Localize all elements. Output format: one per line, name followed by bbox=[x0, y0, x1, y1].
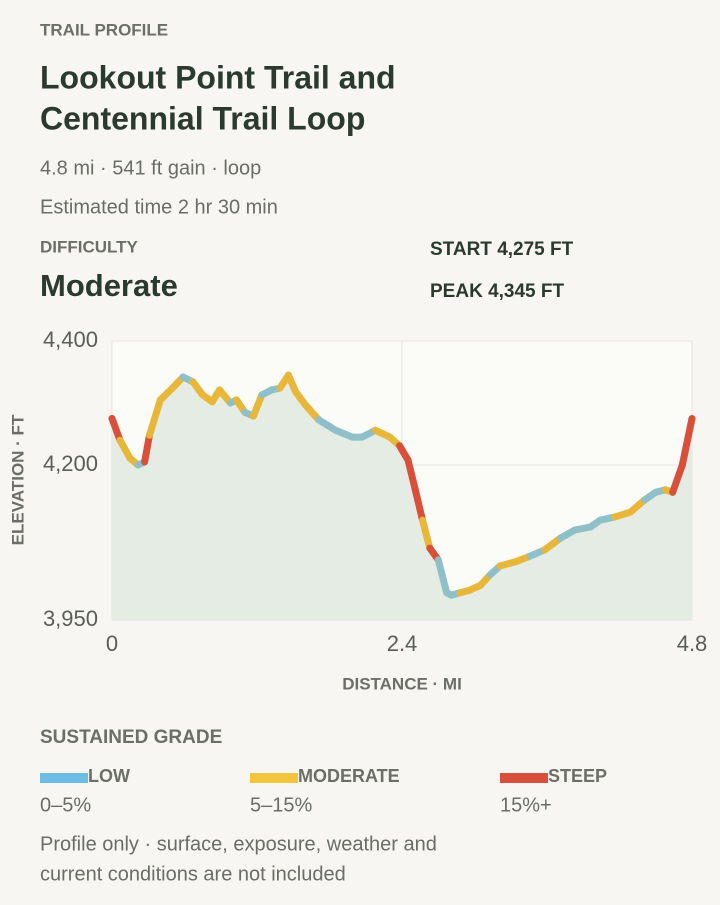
x-tick-label: 2.4 bbox=[387, 631, 418, 656]
time: Estimated time 2 hr 30 min bbox=[40, 196, 278, 218]
x-tick-label: 0 bbox=[106, 631, 118, 656]
x-tick-label: 4.8 bbox=[677, 631, 708, 656]
legend-label: STEEP bbox=[548, 766, 607, 786]
difficulty-label: DIFFICULTY bbox=[40, 237, 139, 256]
grade-segment bbox=[678, 415, 696, 469]
legend-range: 5–15% bbox=[250, 794, 312, 816]
legend-range: 0–5% bbox=[40, 794, 91, 816]
y-tick-label: 3,950 bbox=[43, 606, 98, 631]
legend-swatch bbox=[40, 773, 88, 783]
difficulty: Moderate bbox=[40, 268, 178, 303]
y-tick-label: 4,400 bbox=[43, 327, 98, 352]
elevation-area bbox=[112, 375, 692, 620]
grade-segment bbox=[249, 391, 266, 420]
grade-segment bbox=[411, 486, 427, 524]
peak: PEAK 4,345 FT bbox=[430, 281, 564, 302]
start: START 4,275 FT bbox=[430, 239, 574, 260]
grade-segment bbox=[419, 516, 434, 552]
footnote: current conditions are not included bbox=[40, 863, 346, 885]
legend-label: LOW bbox=[88, 766, 130, 786]
grade-segment bbox=[434, 556, 451, 597]
summary: 4.8 mi · 541 ft gain · loop bbox=[40, 157, 261, 179]
legend-title: SUSTAINED GRADE bbox=[40, 727, 222, 748]
legend-swatch bbox=[500, 773, 548, 783]
legend-range: 15%+ bbox=[500, 794, 552, 816]
grade-segment bbox=[669, 461, 686, 496]
y-axis-title: ELEVATION · FT bbox=[8, 414, 27, 545]
grade-segment bbox=[404, 456, 419, 494]
title: Lookout Point Trail and bbox=[40, 59, 396, 95]
title: Centennial Trail Loop bbox=[40, 100, 365, 136]
grade-segment bbox=[141, 431, 153, 466]
x-axis-title: DISTANCE · MI bbox=[342, 674, 462, 693]
grade-segment bbox=[108, 415, 124, 444]
y-tick-label: 4,200 bbox=[43, 451, 98, 476]
grade-segment bbox=[145, 396, 164, 439]
legend-swatch bbox=[250, 773, 298, 783]
footnote: Profile only · surface, exposure, weathe… bbox=[40, 833, 437, 855]
legend-label: MODERATE bbox=[298, 766, 400, 786]
eyebrow: TRAIL PROFILE bbox=[40, 20, 168, 39]
